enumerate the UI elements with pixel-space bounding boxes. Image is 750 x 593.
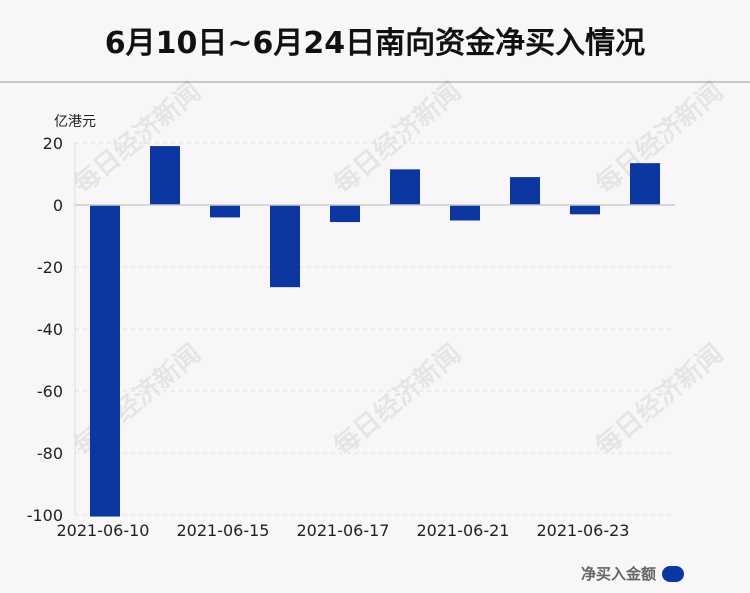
x-tick-label: 2021-06-23: [537, 521, 630, 540]
bars: [90, 146, 660, 517]
x-axis-ticks: 2021-06-10 2021-06-15 2021-06-17 2021-06-21…: [57, 521, 630, 540]
x-tick-label: 2021-06-10: [57, 521, 150, 540]
bar: [270, 205, 300, 288]
bar: [150, 146, 180, 205]
bar: [210, 205, 240, 218]
chart-title: 6月10日~6月24日南向资金净买入情况: [104, 26, 646, 61]
y-tick-label: -100: [27, 506, 63, 525]
bar: [90, 205, 120, 517]
bar: [510, 177, 540, 205]
bar: [570, 205, 600, 215]
y-tick-label: -80: [37, 444, 63, 463]
bar: [630, 163, 660, 205]
legend: 净买入金额: [581, 563, 684, 584]
bar: [390, 169, 420, 205]
title-divider: [0, 81, 750, 83]
legend-swatch: [662, 565, 684, 582]
y-axis-label: 亿港元: [54, 114, 96, 130]
y-tick-label: 20: [43, 134, 63, 153]
grid-lines: [75, 142, 675, 516]
y-tick-label: 0: [53, 196, 63, 215]
bar: [450, 205, 480, 221]
y-tick-label: -40: [37, 320, 63, 339]
legend-label: 净买入金额: [580, 565, 656, 583]
y-axis-ticks: 20 0 -20 -40 -60 -80 -100: [27, 134, 63, 525]
x-tick-label: 2021-06-17: [297, 521, 390, 540]
bar: [330, 205, 360, 223]
y-tick-label: -60: [37, 382, 63, 401]
x-tick-label: 2021-06-15: [177, 521, 270, 540]
x-tick-label: 2021-06-21: [417, 521, 510, 540]
y-tick-label: -20: [37, 258, 63, 277]
